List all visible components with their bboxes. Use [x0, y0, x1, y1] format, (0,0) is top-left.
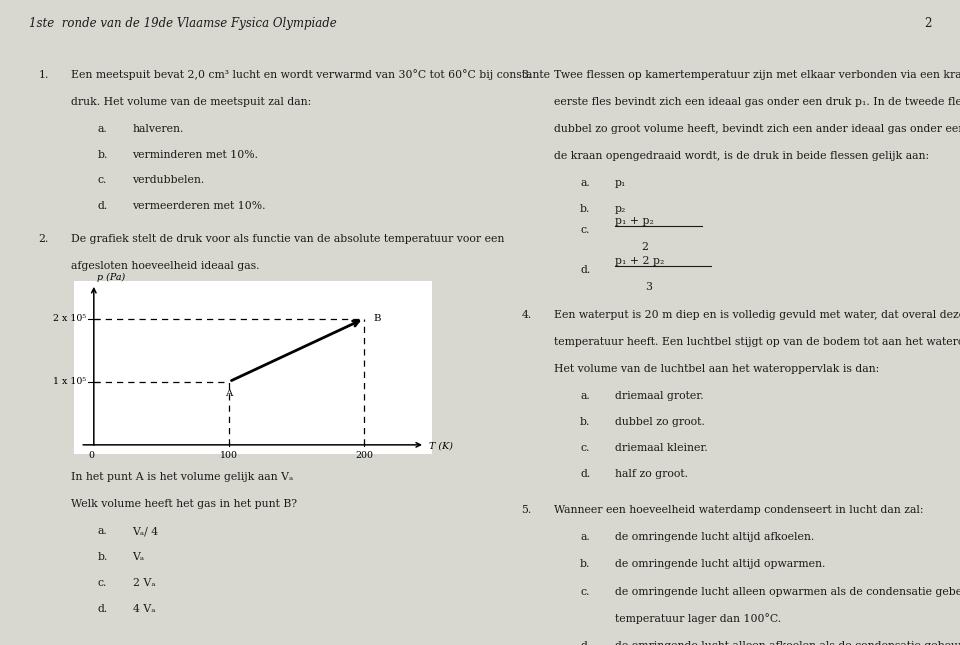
Text: p₂: p₂ [615, 204, 626, 213]
Text: 1 x 10⁵: 1 x 10⁵ [53, 377, 85, 386]
Text: 4.: 4. [521, 310, 532, 320]
Text: Wanneer een hoeveelheid waterdamp condenseert in lucht dan zal:: Wanneer een hoeveelheid waterdamp conden… [554, 506, 924, 515]
Text: p₁ + p₂: p₁ + p₂ [615, 216, 654, 226]
Text: 2 Vₐ: 2 Vₐ [132, 578, 156, 588]
Text: c.: c. [580, 225, 589, 235]
Text: De grafiek stelt de druk voor als functie van de absolute temperatuur voor een: De grafiek stelt de druk voor als functi… [71, 234, 505, 244]
Text: p₁ + 2 p₂: p₁ + 2 p₂ [615, 257, 664, 266]
Text: a.: a. [580, 532, 589, 542]
Text: d.: d. [580, 265, 590, 275]
Text: druk. Het volume van de meetspuit zal dan:: druk. Het volume van de meetspuit zal da… [71, 97, 312, 106]
Text: 200: 200 [355, 451, 373, 460]
Text: c.: c. [580, 586, 589, 597]
Text: d.: d. [580, 640, 590, 645]
Text: 0: 0 [88, 451, 94, 460]
Text: 100: 100 [220, 451, 238, 460]
Text: 3.: 3. [521, 70, 532, 79]
Text: Twee flessen op kamertemperatuur zijn met elkaar verbonden via een kraan. In de: Twee flessen op kamertemperatuur zijn me… [554, 70, 960, 79]
Text: afgesloten hoeveelheid ideaal gas.: afgesloten hoeveelheid ideaal gas. [71, 261, 260, 272]
Text: A: A [226, 390, 232, 399]
Text: c.: c. [580, 443, 589, 453]
Text: de kraan opengedraaid wordt, is de druk in beide flessen gelijk aan:: de kraan opengedraaid wordt, is de druk … [554, 151, 929, 161]
Text: b.: b. [580, 559, 590, 570]
Text: In het punt A is het volume gelijk aan Vₐ: In het punt A is het volume gelijk aan V… [71, 472, 294, 482]
Text: dubbel zo groot.: dubbel zo groot. [615, 417, 705, 427]
Text: 1.: 1. [38, 70, 49, 79]
Text: a.: a. [580, 178, 589, 188]
Text: temperatuur heeft. Een luchtbel stijgt op van de bodem tot aan het wateroppervla: temperatuur heeft. Een luchtbel stijgt o… [554, 337, 960, 347]
Text: 1ste  ronde van de 19de Vlaamse Fysica Olympiade: 1ste ronde van de 19de Vlaamse Fysica Ol… [29, 17, 337, 30]
Text: dubbel zo groot volume heeft, bevindt zich een ander ideaal gas onder een druk p: dubbel zo groot volume heeft, bevindt zi… [554, 124, 960, 134]
Text: 2 x 10⁵: 2 x 10⁵ [53, 314, 85, 323]
Text: b.: b. [580, 204, 590, 213]
Text: b.: b. [98, 552, 108, 562]
Text: Welk volume heeft het gas in het punt B?: Welk volume heeft het gas in het punt B? [71, 499, 298, 509]
Text: de omringende lucht altijd afkoelen.: de omringende lucht altijd afkoelen. [615, 532, 814, 542]
Text: a.: a. [580, 392, 589, 401]
Text: a.: a. [98, 526, 108, 536]
Text: Vₐ/ 4: Vₐ/ 4 [132, 526, 158, 536]
Text: driemaal kleiner.: driemaal kleiner. [615, 443, 708, 453]
Text: p₁: p₁ [615, 178, 626, 188]
Text: verminderen met 10%.: verminderen met 10%. [132, 150, 258, 159]
Text: d.: d. [98, 604, 108, 614]
Text: 2.: 2. [38, 234, 49, 244]
Text: 2: 2 [924, 17, 931, 30]
Text: Het volume van de luchtbel aan het wateroppervlak is dan:: Het volume van de luchtbel aan het water… [554, 364, 879, 374]
Text: de omringende lucht altijd opwarmen.: de omringende lucht altijd opwarmen. [615, 559, 826, 570]
Text: c.: c. [98, 578, 107, 588]
Text: de omringende lucht alleen opwarmen als de condensatie gebeurt bij een: de omringende lucht alleen opwarmen als … [615, 586, 960, 597]
Text: d.: d. [580, 469, 590, 479]
Text: half zo groot.: half zo groot. [615, 469, 688, 479]
Text: 2: 2 [641, 242, 648, 252]
Text: p (Pa): p (Pa) [97, 273, 125, 282]
Text: de omringende lucht alleen afkoelen als de condensatie gebeurt bij een: de omringende lucht alleen afkoelen als … [615, 640, 960, 645]
Text: b.: b. [580, 417, 590, 427]
Text: Vₐ: Vₐ [132, 552, 145, 562]
Text: vermeerderen met 10%.: vermeerderen met 10%. [132, 201, 266, 212]
Text: 5.: 5. [521, 506, 532, 515]
Text: T (K): T (K) [429, 442, 453, 451]
Text: Een waterput is 20 m diep en is volledig gevuld met water, dat overal dezelfde: Een waterput is 20 m diep en is volledig… [554, 310, 960, 320]
Text: Een meetspuit bevat 2,0 cm³ lucht en wordt verwarmd van 30°C tot 60°C bij consta: Een meetspuit bevat 2,0 cm³ lucht en wor… [71, 70, 550, 81]
Text: halveren.: halveren. [132, 124, 184, 134]
Text: driemaal groter.: driemaal groter. [615, 392, 704, 401]
Text: a.: a. [98, 124, 108, 134]
Text: temperatuur lager dan 100°C.: temperatuur lager dan 100°C. [615, 613, 781, 624]
Text: b.: b. [98, 150, 108, 159]
Text: verdubbelen.: verdubbelen. [132, 175, 204, 186]
Text: eerste fles bevindt zich een ideaal gas onder een druk p₁. In de tweede fles, di: eerste fles bevindt zich een ideaal gas … [554, 97, 960, 106]
Text: 4 Vₐ: 4 Vₐ [132, 604, 155, 614]
Text: 3: 3 [645, 282, 653, 292]
Text: B: B [373, 314, 381, 323]
Text: c.: c. [98, 175, 107, 186]
Text: d.: d. [98, 201, 108, 212]
